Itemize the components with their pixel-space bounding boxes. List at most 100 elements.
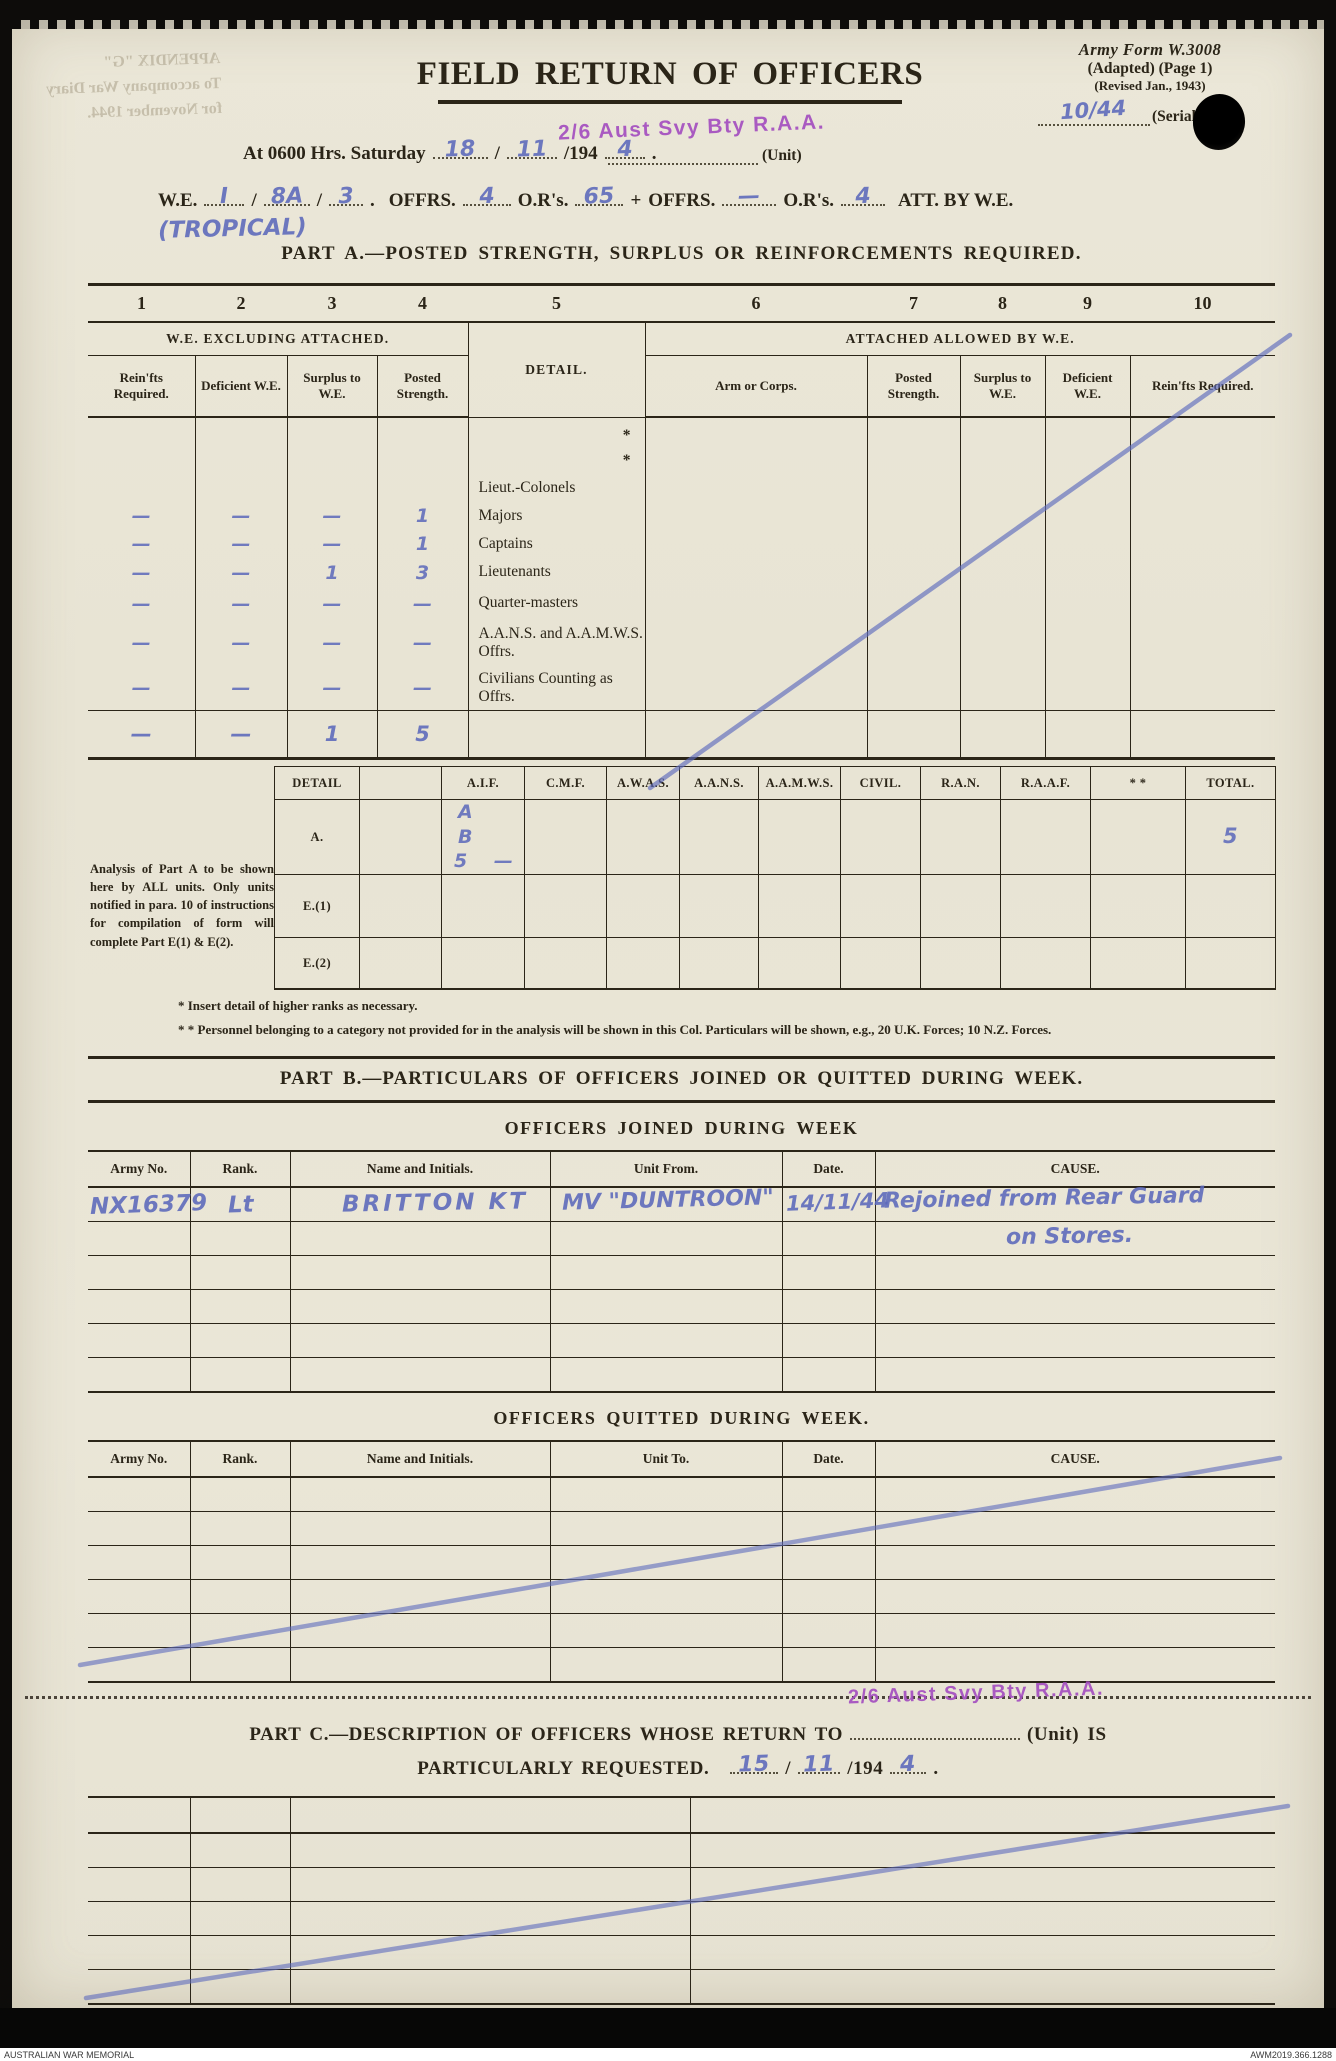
subhead-posted-strength-att: Posted Strength. xyxy=(866,355,960,418)
part-c-header xyxy=(689,1797,1275,1834)
tear-off-dotted-line xyxy=(25,1696,1311,1699)
hw-mark: — xyxy=(231,561,251,584)
officers-quitted-title: OFFICERS QUITTED DURING WEEK. xyxy=(493,1408,870,1428)
subhead-deficient-we: Deficient W.E. xyxy=(194,355,287,418)
subhead-deficient-we-att: Deficient W.E. xyxy=(1044,355,1130,418)
offrs-hw: 4 xyxy=(478,183,495,210)
archive-name: AUSTRALIAN WAR MEMORIAL xyxy=(4,2050,135,2060)
section-rule xyxy=(88,1100,1275,1103)
rank-label: Lieutenants xyxy=(478,563,551,581)
hw-mark: 1 xyxy=(415,505,430,527)
row-label-a: A. xyxy=(274,798,360,876)
joined-row xyxy=(88,1255,1275,1290)
page-title: FIELD RETURN OF OFFICERS xyxy=(416,56,924,92)
hw-mark: — xyxy=(131,561,151,584)
part-a-heading: PART A.—POSTED STRENGTH, SURPLUS OR REIN… xyxy=(281,243,1082,264)
analysis-header: DETAIL xyxy=(274,766,360,800)
joined-header: Name and Initials. xyxy=(289,1151,550,1188)
analysis-row-e1: E.(1) xyxy=(274,874,1276,939)
rank-label: * xyxy=(622,427,631,445)
part-a-table: 1 2 3 4 5 6 7 8 9 10 W.E. EXCLUDING ATTA… xyxy=(88,283,1275,760)
offrs2-hw: — xyxy=(737,183,761,210)
offrs2-label: OFFRS. xyxy=(648,190,716,211)
form-adapted-page: (Adapted) (Page 1) xyxy=(1087,60,1213,77)
hw-mark: 1 xyxy=(415,533,430,555)
rank-label: Captains xyxy=(478,534,533,552)
subhead-arm-or-corps: Arm or Corps. xyxy=(644,355,867,418)
group-attached-allowed: ATTACHED ALLOWED BY W.E. xyxy=(645,322,1275,356)
tropical-handwritten: (TROPICAL) xyxy=(157,214,308,244)
aif-handwritten-1: A B xyxy=(458,801,487,848)
subhead-reinfts-required-att: Rein'fts Required. xyxy=(1129,355,1275,418)
col-num: 4 xyxy=(377,284,468,323)
quitted-row xyxy=(88,1477,1275,1512)
we-label: W.E. xyxy=(158,190,198,211)
hw-mark: — xyxy=(322,592,342,615)
hw-mark: — xyxy=(131,677,151,699)
hw-mark: — xyxy=(131,632,151,654)
part-c-row xyxy=(88,1969,1275,2004)
form-number: Army Form W.3008 xyxy=(1078,40,1222,59)
quitted-row xyxy=(88,1511,1275,1546)
day-field: 18 xyxy=(432,136,488,163)
part-c-heading-text: PART C.—DESCRIPTION OF OFFICERS WHOSE RE… xyxy=(249,1724,843,1745)
col-num: 8 xyxy=(960,284,1045,323)
quitted-header: Army No. xyxy=(88,1441,190,1478)
analysis-note: Analysis of Part A to be shown here by A… xyxy=(90,862,274,949)
rank-label: Lieut.-Colonels xyxy=(478,478,576,496)
hw-mark: — xyxy=(413,592,432,615)
detail-header: DETAIL. xyxy=(467,322,646,418)
col1-entries: — — — — — — xyxy=(88,417,195,711)
hw-mark xyxy=(88,424,195,449)
joined-row xyxy=(88,1289,1275,1324)
col2-entries: — — — — — — xyxy=(194,417,287,711)
officers-joined-table: Army No. Rank. Name and Initials. Unit F… xyxy=(88,1150,1275,1393)
part-c-table xyxy=(88,1796,1275,2005)
quitted-row xyxy=(88,1579,1275,1614)
quitted-row xyxy=(88,1545,1275,1580)
analysis-header: R.A.N. xyxy=(920,766,1001,800)
archive-id: AWM2019.366.1288 xyxy=(1250,2050,1332,2060)
hw-mark: — xyxy=(231,677,251,699)
analysis-row-e2: E.(2) xyxy=(274,937,1276,990)
joined-header-row: Army No. Rank. Name and Initials. Unit F… xyxy=(88,1151,1275,1188)
footnote-2: * * Personnel belonging to a category no… xyxy=(178,1022,1052,1037)
row-label-e2: E.(2) xyxy=(274,937,360,990)
part-c-day-handwritten: 15 xyxy=(737,1751,771,1778)
total-cell xyxy=(1044,710,1130,759)
analysis-table: DETAIL A.I.F. C.M.F. A.W.A.S. A.A.N.S. A… xyxy=(274,766,1276,991)
unit-dotted-line xyxy=(608,163,758,165)
we-field-3: 3 xyxy=(329,184,363,209)
total-cell xyxy=(866,710,960,759)
date-prefix: At 0600 Hrs. Saturday xyxy=(243,143,426,164)
part-c-heading-line2: PARTICULARLY REQUESTED. 15 / 11 /194 4 . xyxy=(88,1751,1275,1780)
group-we-excluding: W.E. EXCLUDING ATTACHED. xyxy=(88,322,468,356)
col4-entries: 1 1 3 — — — xyxy=(376,417,468,711)
part-c-row xyxy=(88,1833,1275,1868)
col-num: 2 xyxy=(195,284,287,323)
aif-handwritten-2: 5 — xyxy=(454,850,523,873)
hw-mark xyxy=(288,449,377,474)
part-a-total-row: — — 1 5 xyxy=(88,710,1275,759)
hw-mark: — xyxy=(413,677,432,699)
att-label: ATT. BY W.E. xyxy=(898,190,1014,211)
deficient-att-column xyxy=(1044,417,1130,711)
total-cell xyxy=(1129,710,1275,759)
hw-mark: — xyxy=(231,592,251,615)
officers-quitted-table: Army No. Rank. Name and Initials. Unit T… xyxy=(88,1440,1275,1683)
subhead-posted-strength: Posted Strength. xyxy=(376,355,468,418)
analysis-header: * * xyxy=(1090,766,1186,800)
analysis-header xyxy=(359,766,442,800)
part-c-header xyxy=(289,1797,690,1834)
total-handwritten: 5 xyxy=(1222,824,1238,849)
part-c-unit-is: (Unit) IS xyxy=(1026,1724,1107,1745)
col-num: 9 xyxy=(1045,284,1130,323)
col-num: 5 xyxy=(468,284,645,323)
date-period: . xyxy=(651,143,657,164)
quitted-row xyxy=(88,1613,1275,1648)
archive-footer: AUSTRALIAN WAR MEMORIAL AWM2019.366.1288 xyxy=(0,2048,1336,2061)
hw-mark xyxy=(378,474,468,502)
analysis-header: A.A.N.S. xyxy=(679,766,759,800)
analysis-header: CIVIL. xyxy=(840,766,921,800)
quitted-header: Date. xyxy=(781,1441,875,1478)
